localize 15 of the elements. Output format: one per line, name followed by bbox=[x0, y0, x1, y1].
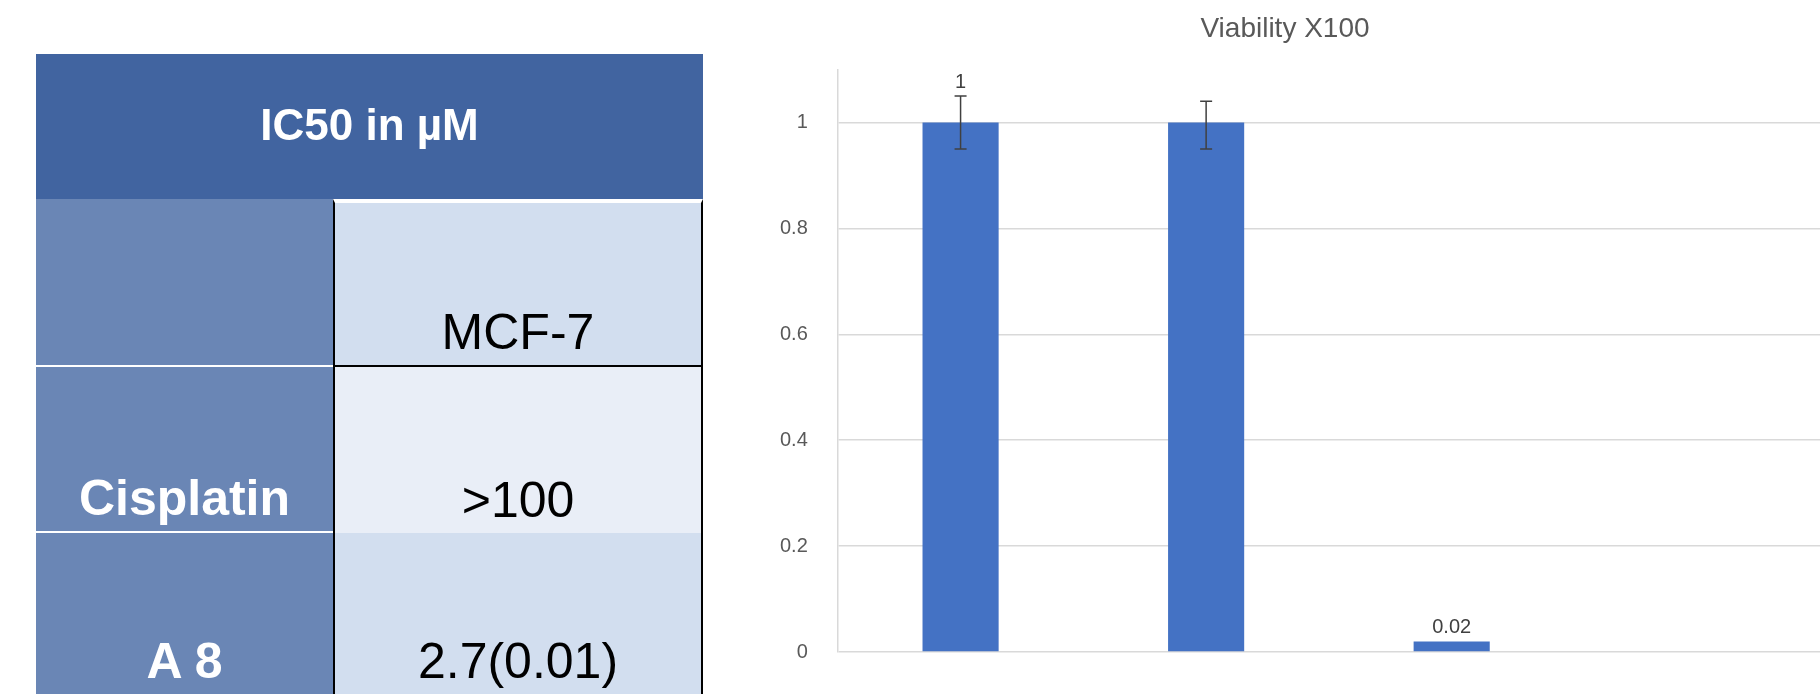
y-tick-label: 0.4 bbox=[779, 427, 808, 450]
text: >100 bbox=[461, 472, 575, 528]
chart-title: Viability X100 bbox=[1200, 11, 1370, 43]
y-tick-label: 1 bbox=[796, 110, 808, 133]
category-label: A 8 bbox=[146, 633, 223, 689]
category-label: MCF-7 bbox=[333, 199, 703, 367]
text: IC50 in µM bbox=[36, 54, 703, 199]
y-tick-label: 0.6 bbox=[779, 321, 808, 344]
category-label: Cisplatin bbox=[78, 470, 291, 526]
data-label: 1 bbox=[955, 69, 967, 92]
data-label: 0.02 bbox=[1432, 614, 1472, 637]
y-tick-label: 0.8 bbox=[779, 215, 808, 238]
text: 2.7(0.01) bbox=[417, 633, 619, 689]
y-tick-label: 0 bbox=[796, 639, 808, 662]
y-tick-label: 0.2 bbox=[779, 533, 808, 556]
